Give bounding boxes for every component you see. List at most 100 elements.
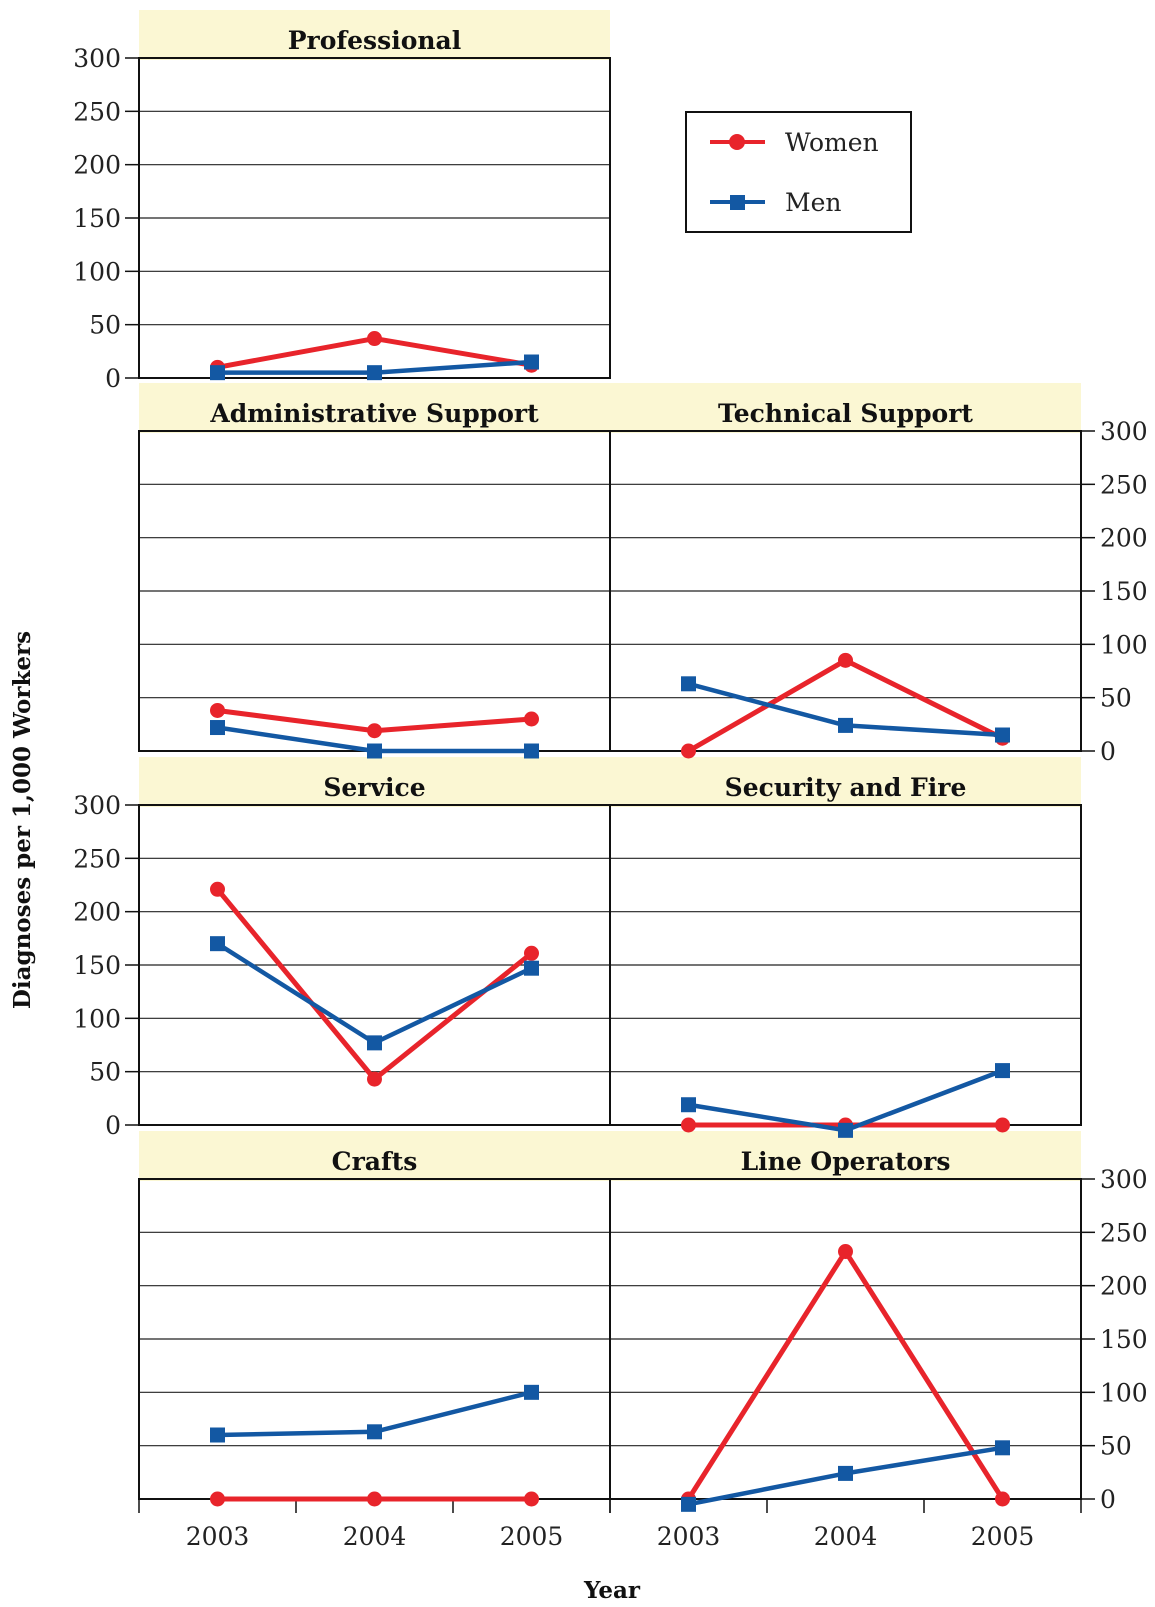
- y-tick-label: 50: [89, 1058, 121, 1087]
- panels-group: Professional 0 50 100 150 200 250 300 Administra…: [73, 10, 1148, 1551]
- y-tick-label: 250: [1100, 470, 1148, 499]
- panel-title-security-and-fire: Security and Fire: [725, 773, 967, 802]
- legend-box: [685, 111, 912, 233]
- series-line-women-technical-support: [687, 657, 1004, 754]
- point-men-2003: [681, 676, 696, 692]
- y-tick-label: 100: [73, 1004, 121, 1033]
- point-men-2004: [838, 717, 853, 733]
- panel-title-administrative-support: Administrative Support: [209, 399, 539, 428]
- point-men-2004: [838, 1465, 853, 1481]
- panel-professional: Professional 0 50 100 150 200 250 300: [73, 26, 611, 393]
- y-tick-label: 0: [1100, 1485, 1116, 1514]
- panel-title-line-operators: Line Operators: [741, 1147, 951, 1176]
- legend-men-label: Men: [785, 188, 842, 217]
- point-men-2003: [210, 1427, 225, 1443]
- panel-security-and-fire: Security and Fire: [609, 773, 1082, 1138]
- y-tick-label: 300: [73, 791, 121, 820]
- point-women-2005: [995, 1491, 1010, 1507]
- point-men-2004: [838, 1122, 853, 1138]
- point-women-2004: [367, 723, 382, 739]
- panel-title-technical-support: Technical Support: [718, 399, 973, 428]
- legend-women-marker: [729, 134, 745, 150]
- y-tick-label: 150: [73, 204, 121, 233]
- point-women-2004: [367, 1071, 382, 1087]
- x-tick-label: 2005: [971, 1522, 1035, 1551]
- legend-men-marker: [730, 195, 745, 210]
- y-axis-title: Diagnoses per 1,000 Workers: [9, 631, 36, 1009]
- point-men-2004: [367, 1424, 382, 1440]
- panel-header-band-line-operators: [610, 1131, 1081, 1181]
- panel-header-band-crafts: [139, 1131, 610, 1181]
- y-tick-label: 150: [73, 951, 121, 980]
- y-tick-label: 300: [1100, 1165, 1148, 1194]
- y-tick-label: 150: [1100, 577, 1148, 606]
- y-tick-label: 50: [1100, 1432, 1132, 1461]
- panel-technical-support: Technical Support 0 50 100 150 200 250 300: [609, 399, 1148, 766]
- legend: Women Men: [685, 111, 912, 233]
- point-men-2004: [367, 1035, 382, 1051]
- point-women-2004: [367, 1491, 382, 1507]
- y-tick-label: 200: [73, 898, 121, 927]
- point-men-2003: [210, 936, 225, 952]
- point-women-2003: [681, 1117, 696, 1133]
- y-tick-label: 100: [73, 257, 121, 286]
- point-men-2003: [210, 365, 225, 381]
- point-men-2005: [524, 1384, 539, 1400]
- panel-header-band-service: [139, 757, 610, 807]
- point-women-2003: [210, 702, 225, 718]
- point-men-2004: [367, 365, 382, 381]
- panel-service: Service 0 50 100 150 200 250 300: [73, 773, 611, 1140]
- y-tick-label: 0: [105, 1111, 121, 1140]
- point-women-2003: [681, 743, 696, 759]
- y-tick-label: 300: [73, 44, 121, 73]
- y-tick-label: 100: [1100, 1378, 1148, 1407]
- point-women-2004: [838, 652, 853, 668]
- point-women-2005: [524, 945, 539, 961]
- point-men-2003: [681, 1496, 696, 1512]
- panel-header-band-administrative-support: [139, 383, 610, 433]
- y-tick-label: 150: [1100, 1325, 1148, 1354]
- y-tick-label: 0: [105, 364, 121, 393]
- panel-header-band-security-and-fire: [610, 757, 1081, 807]
- x-tick-label: 2004: [343, 1522, 407, 1551]
- point-women-2004: [367, 331, 382, 347]
- y-tick-label: 200: [1100, 1272, 1148, 1301]
- x-tick-label: 2004: [814, 1522, 878, 1551]
- point-women-2003: [210, 881, 225, 897]
- y-tick-label: 0: [1100, 737, 1116, 766]
- y-tick-label: 250: [73, 97, 121, 126]
- point-men-2005: [995, 1063, 1010, 1079]
- x-tick-label: 2003: [657, 1522, 721, 1551]
- point-men-2003: [210, 720, 225, 736]
- series-line-women-service: [215, 887, 534, 1082]
- panel-header-band-technical-support: [610, 383, 1081, 433]
- y-tick-label: 100: [1100, 630, 1148, 659]
- y-tick-label: 200: [1100, 524, 1148, 553]
- point-men-2005: [995, 727, 1010, 743]
- point-women-2005: [995, 1117, 1010, 1133]
- point-women-2005: [524, 1491, 539, 1507]
- point-men-2005: [524, 354, 539, 370]
- panel-title-professional: Professional: [288, 26, 462, 55]
- panel-title-service: Service: [323, 773, 425, 802]
- panel-line-operators: Line Operators 0 50 100 150 200 250 300 2003 2004…: [609, 1147, 1148, 1551]
- legend-item-women: Women: [710, 128, 879, 157]
- point-women-2004: [838, 1244, 853, 1260]
- y-tick-label: 250: [73, 844, 121, 873]
- point-men-2004: [367, 743, 382, 759]
- legend-women-label: Women: [785, 128, 879, 157]
- legend-item-men: Men: [710, 188, 842, 217]
- panel-header-band-professional: [139, 10, 610, 60]
- point-men-2003: [681, 1097, 696, 1113]
- panel-administrative-support: Administrative Support: [138, 399, 611, 759]
- x-axis-title: Year: [583, 1577, 641, 1604]
- x-tick-label: 2005: [500, 1522, 564, 1551]
- y-tick-label: 300: [1100, 417, 1148, 446]
- y-tick-label: 50: [1100, 684, 1132, 713]
- point-women-2005: [524, 711, 539, 727]
- point-men-2005: [524, 743, 539, 759]
- series-line-women-line-operators: [686, 1249, 1005, 1501]
- y-tick-label: 250: [1100, 1218, 1148, 1247]
- point-men-2005: [995, 1440, 1010, 1456]
